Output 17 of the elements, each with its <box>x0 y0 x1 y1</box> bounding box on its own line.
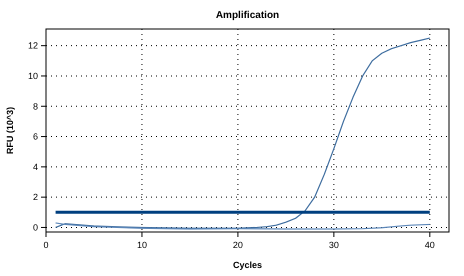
y-tick-label: 8 <box>32 101 38 112</box>
y-tick-label: 2 <box>32 192 38 202</box>
y-tick-label: 6 <box>32 132 38 142</box>
y-axis-title: RFU (10^3) <box>5 106 15 154</box>
line-series <box>54 37 430 229</box>
x-tick-label: 0 <box>43 240 49 250</box>
x-tick-label: 20 <box>232 240 243 250</box>
chart-title: Amplification <box>216 10 280 21</box>
y-tick-label: 12 <box>28 40 38 51</box>
x-tick-label: 10 <box>136 240 147 250</box>
y-tick-label: 4 <box>32 162 38 172</box>
x-tick-label: 40 <box>424 240 435 250</box>
line-series <box>54 222 430 230</box>
y-tick-label: 10 <box>28 70 38 81</box>
y-tick-label: 0 <box>32 222 38 232</box>
x-tick-label: 30 <box>328 240 339 250</box>
x-axis-title: Cycles <box>232 260 262 270</box>
